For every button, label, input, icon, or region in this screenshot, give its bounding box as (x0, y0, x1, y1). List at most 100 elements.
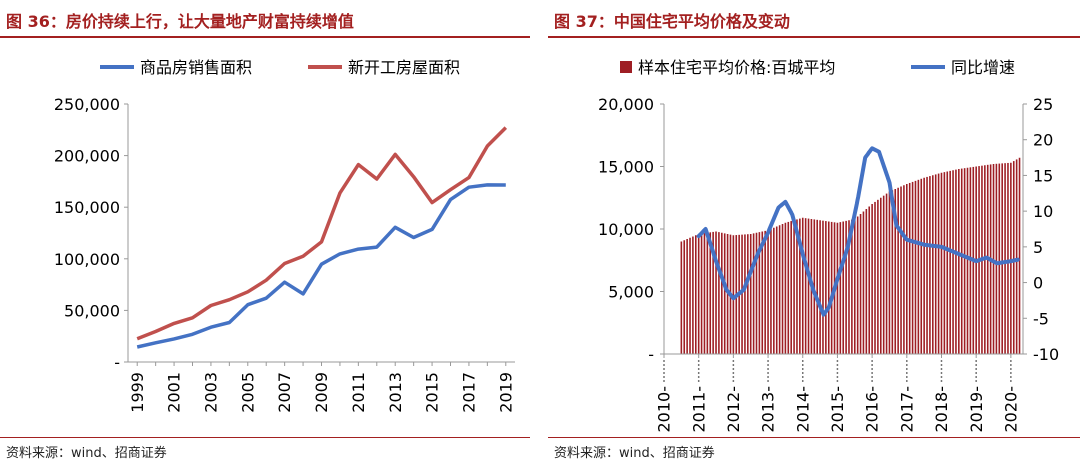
price-bar (906, 184, 908, 354)
x-tick-label: 2018- (932, 386, 951, 433)
price-bar (781, 224, 784, 354)
price-bar (709, 232, 712, 354)
price-bar (888, 191, 891, 354)
legend-label: 商品房销售面积 (140, 58, 252, 77)
x-tick-label: 1999 (128, 372, 147, 413)
left-chart: 商品房销售面积 新开工房屋面积 - 50,000 100,000 150,000 200,0… (54, 58, 516, 413)
legend-swatch (620, 61, 632, 73)
y2-tick-label: 0 (1033, 274, 1043, 293)
price-bar (874, 201, 876, 354)
right-chart: 样本住宅平均价格:百城平均 同比增速 - 5,000 10,000 15,000 20,00… (598, 58, 1059, 433)
price-bar (752, 233, 755, 354)
price-bar (723, 233, 726, 355)
x-tick-label: 2019 (496, 372, 515, 413)
x-tick-label: 2015- (828, 386, 847, 433)
price-bar (819, 220, 821, 354)
price-bar (963, 168, 966, 354)
y-tick-label: 15,000 (598, 158, 654, 177)
price-bar (871, 204, 873, 354)
x-tick-label: 2019- (967, 386, 986, 433)
price-bar (877, 199, 879, 354)
chart-title: 图 37：中国住宅平均价格及变动 (554, 12, 790, 31)
price-bar (697, 234, 700, 354)
x-tick-label: 2005 (238, 372, 257, 413)
price-bar (770, 229, 772, 354)
price-bar (882, 195, 885, 354)
price-bar (955, 169, 957, 354)
x-tick-label: 2017 (460, 372, 479, 413)
price-bar (943, 172, 946, 354)
x-tick-label: 2013 (386, 372, 405, 413)
y2-tick-label: 20 (1033, 131, 1053, 150)
price-bar (853, 219, 856, 354)
price-bar (747, 234, 749, 354)
legend-label: 样本住宅平均价格:百城平均 (638, 58, 835, 77)
x-tick-label: 2011 (349, 372, 368, 413)
price-bar (755, 232, 758, 354)
price-bar (801, 217, 804, 354)
price-bar (778, 225, 781, 354)
y-tick-label: - (114, 353, 120, 372)
price-bar (949, 170, 951, 355)
price-bar (775, 226, 778, 354)
y2-tick-label: 10 (1033, 202, 1053, 221)
price-bar (848, 220, 850, 354)
price-bar (683, 240, 686, 354)
y-tick-label: 250,000 (54, 95, 120, 114)
legend-label: 同比增速 (951, 58, 1015, 77)
price-bar (749, 234, 752, 354)
price-bar (790, 221, 792, 354)
y-tick-label: 150,000 (54, 198, 120, 217)
y-tick-label: 50,000 (64, 301, 120, 320)
price-bar (807, 218, 810, 354)
legend-label: 新开工房屋面积 (348, 58, 460, 77)
price-bar (741, 234, 743, 355)
source-note: 资料来源：wind、招商证券 (6, 446, 167, 461)
title-divider (548, 36, 1080, 38)
price-bar (767, 230, 769, 354)
price-bar (695, 235, 697, 354)
price-bar (761, 231, 764, 354)
price-bar (920, 178, 923, 354)
price-bar (1015, 159, 1018, 354)
price-bar (804, 218, 807, 354)
y2-tick-label: -5 (1033, 309, 1049, 328)
x-tick-label: 2016- (863, 386, 882, 433)
price-bar (885, 193, 888, 354)
price-bar (842, 221, 845, 354)
price-bar (787, 221, 790, 354)
price-bar (721, 232, 723, 354)
price-bar (1018, 157, 1021, 354)
y-tick-label: - (648, 345, 654, 364)
series-line (136, 126, 508, 341)
price-bar (793, 220, 795, 354)
price-bar (952, 170, 954, 354)
x-tick-label: 2001 (165, 372, 184, 413)
price-bar (784, 222, 787, 354)
y2-tick-label: -10 (1033, 345, 1059, 364)
y-tick-label: 20,000 (598, 95, 654, 114)
source-note: 资料来源：wind、招商证券 (554, 446, 715, 461)
price-bar (929, 176, 931, 354)
price-bar (891, 190, 894, 354)
x-tick-label: 2011- (689, 386, 708, 433)
title-divider (0, 36, 530, 38)
price-bar (894, 189, 897, 354)
y-tick-label: 200,000 (54, 147, 120, 166)
price-bar (958, 169, 960, 354)
price-bar (859, 214, 862, 354)
price-bar (879, 197, 882, 354)
price-bar (914, 180, 917, 355)
price-bar (822, 220, 824, 354)
source-divider (0, 437, 530, 438)
price-bar (917, 179, 920, 354)
price-bar (998, 163, 1001, 354)
price-bar (758, 232, 761, 355)
price-bar (706, 232, 709, 354)
price-bar (865, 209, 868, 354)
x-tick-label: 2014- (793, 386, 812, 433)
price-bar (830, 221, 833, 354)
x-tick-label: 2009 (312, 372, 331, 413)
price-bar (764, 230, 766, 354)
price-bar (1004, 163, 1006, 354)
